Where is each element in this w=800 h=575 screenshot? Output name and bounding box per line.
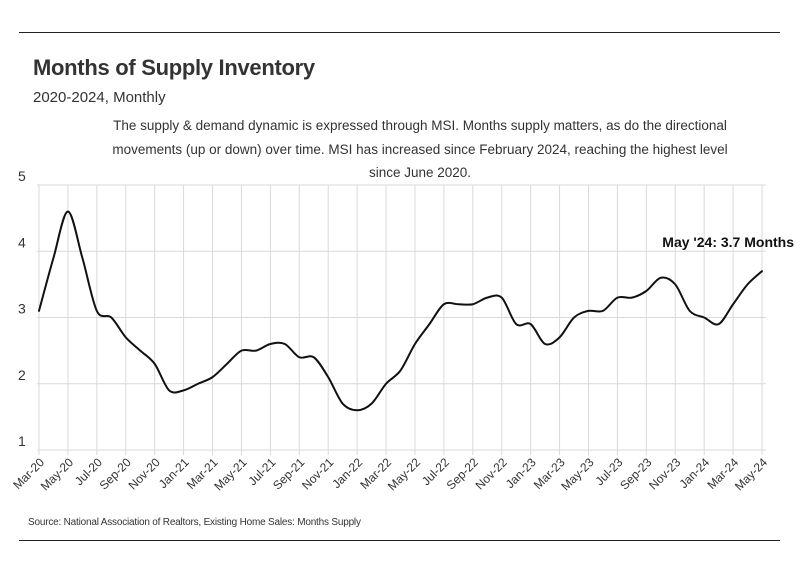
- x-tick-label: May-20: [38, 455, 76, 493]
- y-tick-label: 5: [18, 168, 26, 184]
- chart-grid: [37, 184, 766, 455]
- y-tick-label: 3: [18, 301, 26, 317]
- x-tick-label: May-22: [385, 455, 423, 493]
- x-tick-label: Nov-21: [299, 455, 336, 492]
- x-tick-label: May-24: [732, 455, 770, 493]
- bottom-rule: [19, 540, 780, 541]
- source-note: Source: National Association of Realtors…: [28, 517, 361, 528]
- series-group: [38, 210, 763, 412]
- y-tick-label: 2: [18, 367, 26, 383]
- chart-description: The supply & demand dynamic is expressed…: [112, 118, 728, 180]
- chart-subtitle: 2020-2024, Monthly: [33, 89, 166, 106]
- x-axis: Mar-20May-20Jul-20Sep-20Nov-20Jan-21Mar-…: [10, 455, 770, 493]
- x-tick-label: Nov-22: [473, 455, 510, 492]
- y-axis: 1 2 3 4 5: [18, 168, 26, 449]
- x-tick-label: May-21: [211, 455, 249, 493]
- annotation-group: May '24: 3.7 Months: [662, 234, 794, 250]
- x-tick-label: Nov-20: [126, 455, 163, 492]
- y-tick-label: 4: [18, 234, 26, 250]
- y-tick-label: 1: [18, 433, 26, 449]
- top-rule: [19, 32, 780, 33]
- x-tick-label: Nov-23: [646, 455, 683, 492]
- series-line: [38, 210, 763, 412]
- x-tick-label: May-23: [558, 455, 596, 493]
- chart-title: Months of Supply Inventory: [33, 55, 315, 80]
- annotation-label: May '24: 3.7 Months: [662, 234, 794, 250]
